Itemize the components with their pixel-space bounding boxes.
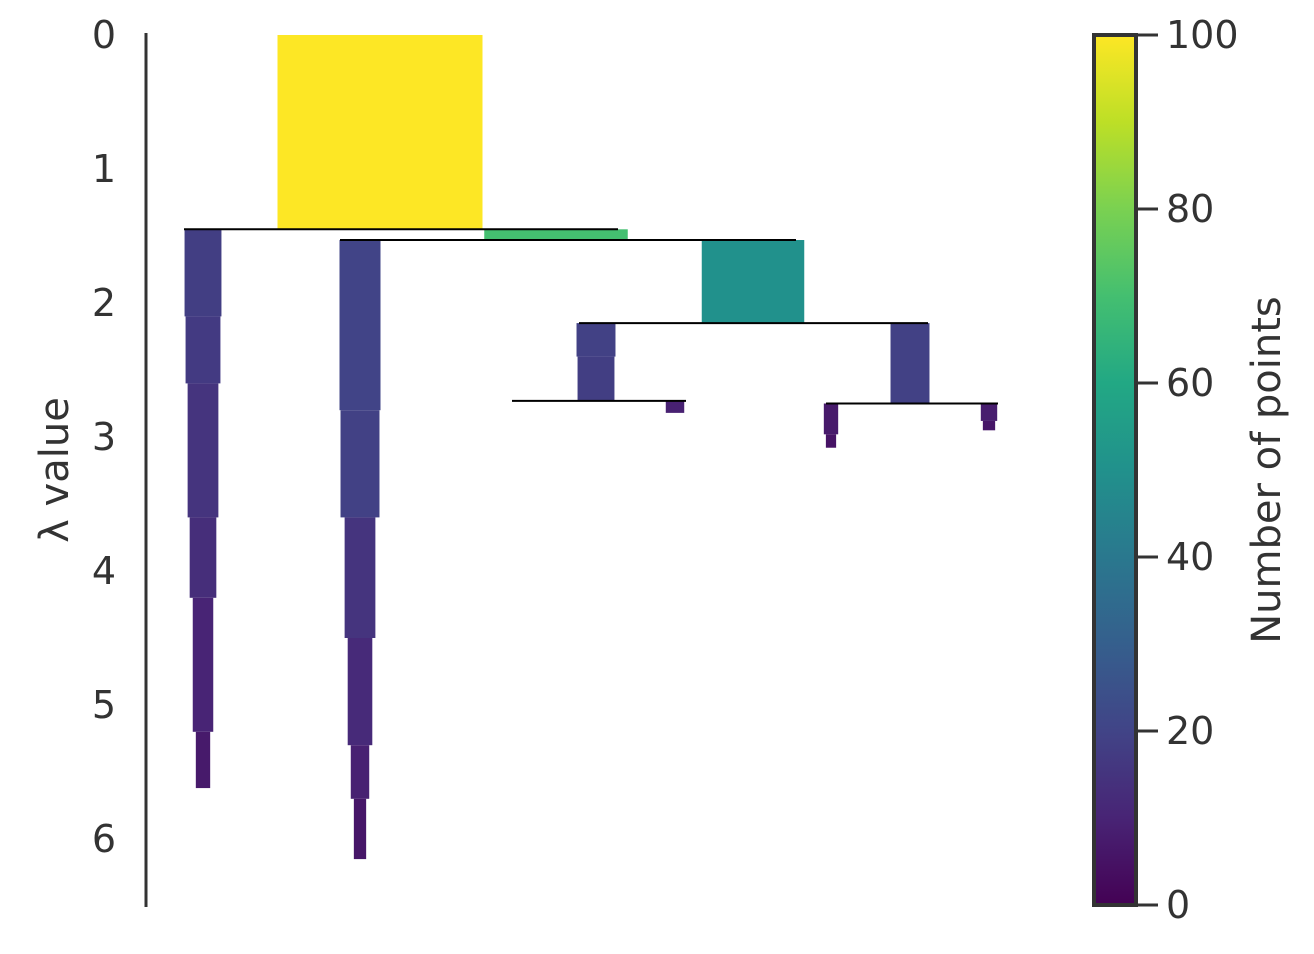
colorbar-tick-label: 40 — [1166, 535, 1214, 579]
cluster-segment-D2 — [665, 400, 685, 413]
colorbar-tick-label: 100 — [1166, 13, 1239, 57]
colorbar-tick-label: 20 — [1166, 709, 1214, 753]
y-tick-label: 4 — [92, 549, 116, 593]
y-axis: 0 1 2 3 4 5 6 λ value — [32, 13, 148, 907]
colorbar-tick-label: 60 — [1166, 361, 1214, 405]
cluster-segment-B — [484, 229, 628, 241]
cluster-segment-B1 — [347, 638, 373, 746]
cluster-segment-B1 — [344, 517, 376, 638]
cluster-segment-E1 — [825, 434, 837, 448]
colorbar-tick-label: 0 — [1166, 883, 1190, 927]
cluster-segment-A — [184, 229, 222, 317]
cluster-segment-C2 — [890, 323, 930, 404]
cluster-segment-A — [195, 731, 211, 789]
y-tick-label: 0 — [92, 13, 116, 57]
y-tick-label: 6 — [92, 817, 116, 861]
cluster-segment-B2 — [701, 240, 805, 324]
colorbar-label: Number of points — [1244, 296, 1290, 644]
cluster-segment-A — [192, 597, 214, 732]
cluster-segment-B1 — [339, 240, 381, 411]
cluster-segment-A — [185, 316, 221, 384]
cluster-segment-B1 — [350, 745, 370, 799]
y-tick-label: 1 — [92, 147, 116, 191]
colorbar-gradient — [1092, 33, 1138, 907]
cluster-segment-C1 — [576, 323, 616, 357]
cluster-segment-E2 — [982, 420, 996, 431]
cluster-segment-root — [277, 35, 483, 230]
y-axis-label: λ value — [32, 397, 78, 543]
cluster-segment-E1 — [823, 403, 839, 435]
y-tick-label: 5 — [92, 683, 116, 727]
colorbar: 0 20 40 60 80 100 Number of points — [1092, 13, 1290, 927]
cluster-segment-B1 — [353, 798, 367, 860]
colorbar-tick-labels: 0 20 40 60 80 100 — [1138, 13, 1239, 927]
tree-plot-area — [184, 35, 998, 860]
cluster-segment-A — [187, 383, 219, 518]
cluster-segment-B1 — [340, 410, 380, 518]
cluster-segment-E2 — [980, 403, 998, 421]
cluster-segment-C1 — [577, 356, 615, 401]
y-tick-label: 3 — [92, 415, 116, 459]
cluster-segment-A — [189, 517, 217, 598]
y-tick-labels: 0 1 2 3 4 5 6 — [92, 13, 116, 861]
y-tick-label: 2 — [92, 281, 116, 325]
colorbar-tick-label: 80 — [1166, 187, 1214, 231]
